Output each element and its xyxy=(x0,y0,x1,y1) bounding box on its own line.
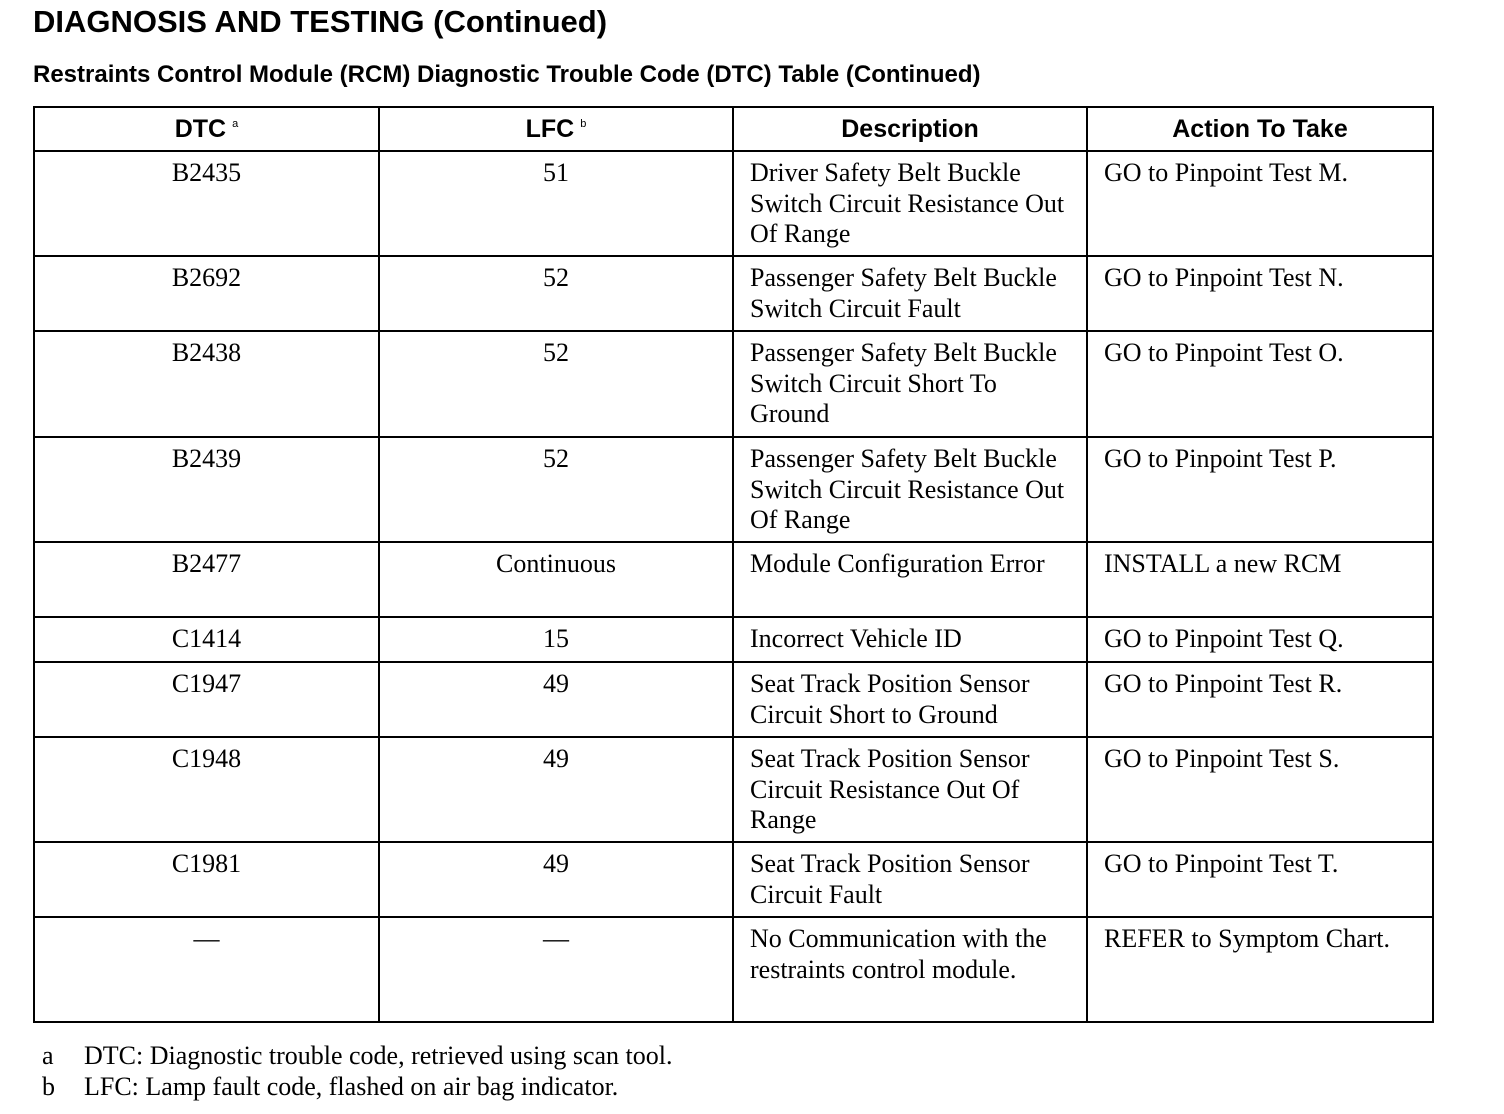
table-cell: — xyxy=(33,916,380,1023)
table-cell: 15 xyxy=(378,616,734,663)
footnote: a DTC: Diagnostic trouble code, retrieved… xyxy=(42,1040,672,1071)
table-cell: 51 xyxy=(378,150,734,257)
table-cell: Passenger Safety Belt Buckle Switch Circ… xyxy=(732,255,1088,332)
table-row: C1948 49 Seat Track Position Sensor Circui… xyxy=(33,736,1434,843)
table-row: B2435 51 Driver Safety Belt Buckle Switch … xyxy=(33,150,1434,257)
footnote-text: LFC: Lamp fault code, flashed on air bag… xyxy=(84,1072,619,1101)
table-cell: Continuous xyxy=(378,541,734,618)
table-cell: Incorrect Vehicle ID xyxy=(732,616,1088,663)
table-row: B2477 Continuous Module Configuration Erro… xyxy=(33,541,1434,618)
table-cell: 49 xyxy=(378,736,734,843)
table-cell: No Communication with the restraints con… xyxy=(732,916,1088,1023)
table-cell: INSTALL a new RCM xyxy=(1086,541,1434,618)
table-cell: REFER to Symptom Chart. xyxy=(1086,916,1434,1023)
table-cell: Module Configuration Error xyxy=(732,541,1088,618)
table-cell: B2438 xyxy=(33,330,380,438)
table-cell: GO to Pinpoint Test S. xyxy=(1086,736,1434,843)
table-title: Restraints Control Module (RCM) Diagnost… xyxy=(33,61,981,88)
footnote-ref: a xyxy=(232,117,239,130)
footnote-mark: a xyxy=(42,1041,54,1070)
table-row: — — No Communication with the restraints c… xyxy=(33,916,1434,1023)
page-title: DIAGNOSIS AND TESTING (Continued) xyxy=(33,4,608,39)
table-row: B2438 52 Passenger Safety Belt Buckle Swit… xyxy=(33,330,1434,438)
table-row: B2692 52 Passenger Safety Belt Buckle Swit… xyxy=(33,255,1434,332)
table-cell: C1947 xyxy=(33,661,380,738)
table-row: B2439 52 Passenger Safety Belt Buckle Swit… xyxy=(33,436,1434,543)
dtc-table: DTC a LFC b Description Action To Take B2435 5… xyxy=(33,106,1434,1023)
table-cell: GO to Pinpoint Test Q. xyxy=(1086,616,1434,663)
table-row: C1414 15 Incorrect Vehicle ID GO to Pinpoin… xyxy=(33,616,1434,663)
table-body: B2435 51 Driver Safety Belt Buckle Switch … xyxy=(33,150,1434,1023)
table-cell: Passenger Safety Belt Buckle Switch Circ… xyxy=(732,330,1088,438)
table-cell: Seat Track Position Sensor Circuit Fault xyxy=(732,841,1088,918)
table-cell: C1948 xyxy=(33,736,380,843)
table-cell: GO to Pinpoint Test N. xyxy=(1086,255,1434,332)
column-label: Action To Take xyxy=(1172,114,1348,143)
table-cell: B2692 xyxy=(33,255,380,332)
table-cell: 52 xyxy=(378,255,734,332)
column-header: DTC a xyxy=(33,106,380,152)
table-cell: Passenger Safety Belt Buckle Switch Circ… xyxy=(732,436,1088,543)
header-row: DTC a LFC b Description Action To Take xyxy=(33,106,1434,152)
table-cell: Driver Safety Belt Buckle Switch Circuit… xyxy=(732,150,1088,257)
table-cell: 52 xyxy=(378,330,734,438)
table-row: C1947 49 Seat Track Position Sensor Circui… xyxy=(33,661,1434,738)
footnote: b LFC: Lamp fault code, flashed on air ba… xyxy=(42,1071,672,1102)
table-cell: GO to Pinpoint Test O. xyxy=(1086,330,1434,438)
table-cell: 49 xyxy=(378,661,734,738)
column-label: Description xyxy=(841,114,979,143)
table-cell: GO to Pinpoint Test T. xyxy=(1086,841,1434,918)
footnote-text: DTC: Diagnostic trouble code, retrieved … xyxy=(84,1041,673,1070)
column-header: Description xyxy=(732,106,1088,152)
column-label: DTC xyxy=(174,114,227,143)
table-row: C1981 49 Seat Track Position Sensor Circui… xyxy=(33,841,1434,918)
column-header: LFC b xyxy=(378,106,734,152)
table-cell: GO to Pinpoint Test R. xyxy=(1086,661,1434,738)
table-cell: C1981 xyxy=(33,841,380,918)
table-cell: B2435 xyxy=(33,150,380,257)
table-cell: GO to Pinpoint Test P. xyxy=(1086,436,1434,543)
table-cell: C1414 xyxy=(33,616,380,663)
table-cell: 52 xyxy=(378,436,734,543)
footnote-ref: b xyxy=(580,117,587,130)
table-cell: Seat Track Position Sensor Circuit Resis… xyxy=(732,736,1088,843)
column-header: Action To Take xyxy=(1086,106,1434,152)
table-cell: — xyxy=(378,916,734,1023)
table-cell: GO to Pinpoint Test M. xyxy=(1086,150,1434,257)
table-cell: Seat Track Position Sensor Circuit Short… xyxy=(732,661,1088,738)
column-label: LFC xyxy=(525,114,575,143)
table-cell: B2477 xyxy=(33,541,380,618)
footnote-mark: b xyxy=(42,1072,55,1101)
table-cell: B2439 xyxy=(33,436,380,543)
footnotes: a DTC: Diagnostic trouble code, retrieved… xyxy=(42,1040,672,1102)
table-cell: 49 xyxy=(378,841,734,918)
